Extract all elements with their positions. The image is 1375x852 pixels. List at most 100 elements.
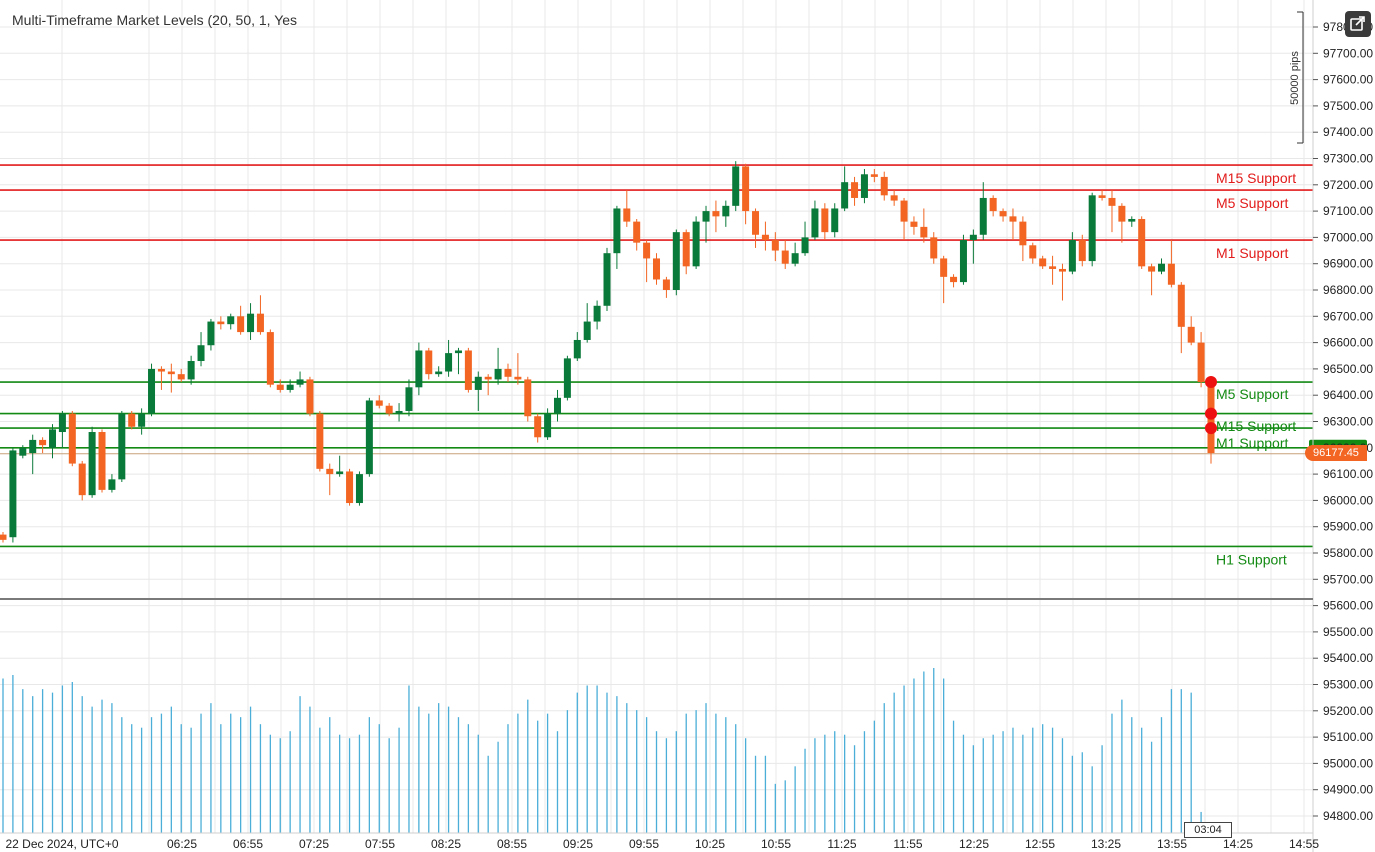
time-tick-label: 09:55 xyxy=(629,837,659,851)
candle-body xyxy=(1177,284,1185,327)
expand-button[interactable] xyxy=(1345,11,1371,37)
price-tick-label: 95700.00 xyxy=(1323,572,1373,586)
candle-body xyxy=(870,174,878,177)
time-tick-label: 08:55 xyxy=(497,837,527,851)
candle-body xyxy=(346,471,354,504)
time-tick-label: 13:55 xyxy=(1157,837,1187,851)
price-tick-label: 95000.00 xyxy=(1323,756,1373,770)
time-axis[interactable]: 22 Dec 2024, UTC+0 06:25 06:55 07:25 07:55 08… xyxy=(5,837,1319,851)
level-label: M5 Support xyxy=(1216,195,1288,211)
price-tick-label: 97400.00 xyxy=(1323,125,1373,139)
level-hit-marker xyxy=(1205,376,1217,389)
candle-body xyxy=(910,221,918,227)
indicator-title: Multi-Timeframe Market Levels (20, 50, 1… xyxy=(12,12,298,28)
candle-body xyxy=(435,371,443,375)
candle-body xyxy=(454,350,462,354)
candle-body xyxy=(544,413,552,438)
price-tick-label: 97700.00 xyxy=(1323,46,1373,60)
candle-body xyxy=(68,413,76,464)
candle-body xyxy=(39,439,47,446)
price-axis[interactable]: 97800.0097700.0097600.0097500.0097400.00… xyxy=(1313,20,1373,823)
candle-body xyxy=(365,400,373,475)
time-tick-label: 13:25 xyxy=(1091,837,1121,851)
scale-bracket: 50000 pips xyxy=(1289,11,1304,144)
candle-body xyxy=(1068,240,1076,272)
time-tick-label: 14:25 xyxy=(1223,837,1253,851)
price-tick-label: 96400.00 xyxy=(1323,388,1373,402)
candle-body xyxy=(266,332,274,385)
candle-body xyxy=(1108,197,1116,206)
candle-body xyxy=(1019,221,1027,246)
candle-body xyxy=(702,211,710,222)
time-tick-label: 10:25 xyxy=(695,837,725,851)
candle-body xyxy=(326,468,334,475)
level-hit-marker xyxy=(1205,407,1217,420)
candle-body xyxy=(890,195,898,201)
candle-body xyxy=(247,313,255,333)
time-tick-label: 12:55 xyxy=(1025,837,1055,851)
price-tick-label: 95600.00 xyxy=(1323,599,1373,613)
candle-body xyxy=(484,376,492,380)
candle-body xyxy=(474,376,482,390)
candle-body xyxy=(256,313,264,333)
candle-body xyxy=(1138,218,1146,267)
expand-icon xyxy=(1350,16,1365,31)
candle-body xyxy=(1088,195,1096,262)
candle-body xyxy=(1128,218,1136,222)
candle-body xyxy=(1167,263,1175,285)
candle-body xyxy=(801,237,809,254)
candle-body xyxy=(653,258,661,280)
candle-body xyxy=(930,237,938,259)
candle-body xyxy=(217,321,225,325)
candle-body xyxy=(88,432,96,496)
candle-body xyxy=(98,432,106,490)
level-labels: M15 Support M5 Support M1 Support M5 Suppor… xyxy=(1216,170,1296,567)
candle-body xyxy=(49,429,57,448)
candle-body xyxy=(415,350,423,388)
price-tick-label: 97300.00 xyxy=(1323,152,1373,166)
candle-body xyxy=(534,416,542,438)
time-tick-label: 12:25 xyxy=(959,837,989,851)
candle-body xyxy=(623,208,631,222)
candle-body xyxy=(276,384,284,390)
candle-body xyxy=(395,410,403,414)
level-hit-marker xyxy=(1205,422,1217,435)
candle-body xyxy=(900,200,908,222)
candle-body xyxy=(563,358,571,398)
price-tick-label: 96800.00 xyxy=(1323,283,1373,297)
candle-body xyxy=(573,339,581,359)
candle-body xyxy=(692,221,700,267)
time-tick-label: 11:55 xyxy=(893,837,922,851)
price-tick-label: 97200.00 xyxy=(1323,178,1373,192)
candle-body xyxy=(494,368,502,380)
candle-body xyxy=(791,253,799,264)
candle-body xyxy=(425,350,433,375)
candle-body xyxy=(959,240,967,283)
time-tick-label: 11:25 xyxy=(827,837,856,851)
candle-body xyxy=(197,345,205,362)
time-tick-label: 09:25 xyxy=(563,837,593,851)
level-label: M1 Support xyxy=(1216,245,1288,261)
axes xyxy=(0,0,1314,852)
candle-body xyxy=(1078,240,1086,262)
price-tick-label: 96000.00 xyxy=(1323,493,1373,507)
candle-body xyxy=(1157,263,1165,272)
candle-body xyxy=(1148,266,1156,272)
candle-body xyxy=(316,413,324,469)
price-tick-label: 95400.00 xyxy=(1323,651,1373,665)
candle-body xyxy=(643,242,651,259)
level-label: M15 Support xyxy=(1216,418,1296,434)
candle-body xyxy=(732,166,740,206)
price-tick-label: 96600.00 xyxy=(1323,336,1373,350)
candle-body xyxy=(118,413,126,480)
candle-body xyxy=(514,376,522,380)
candle-body xyxy=(811,208,819,238)
candle-body xyxy=(138,413,146,427)
price-tick-label: 96700.00 xyxy=(1323,309,1373,323)
candle-body xyxy=(742,166,750,212)
candle-body xyxy=(1058,268,1066,272)
time-tick-label: 07:55 xyxy=(365,837,395,851)
candle-body xyxy=(207,321,215,346)
candle-body xyxy=(860,174,868,198)
